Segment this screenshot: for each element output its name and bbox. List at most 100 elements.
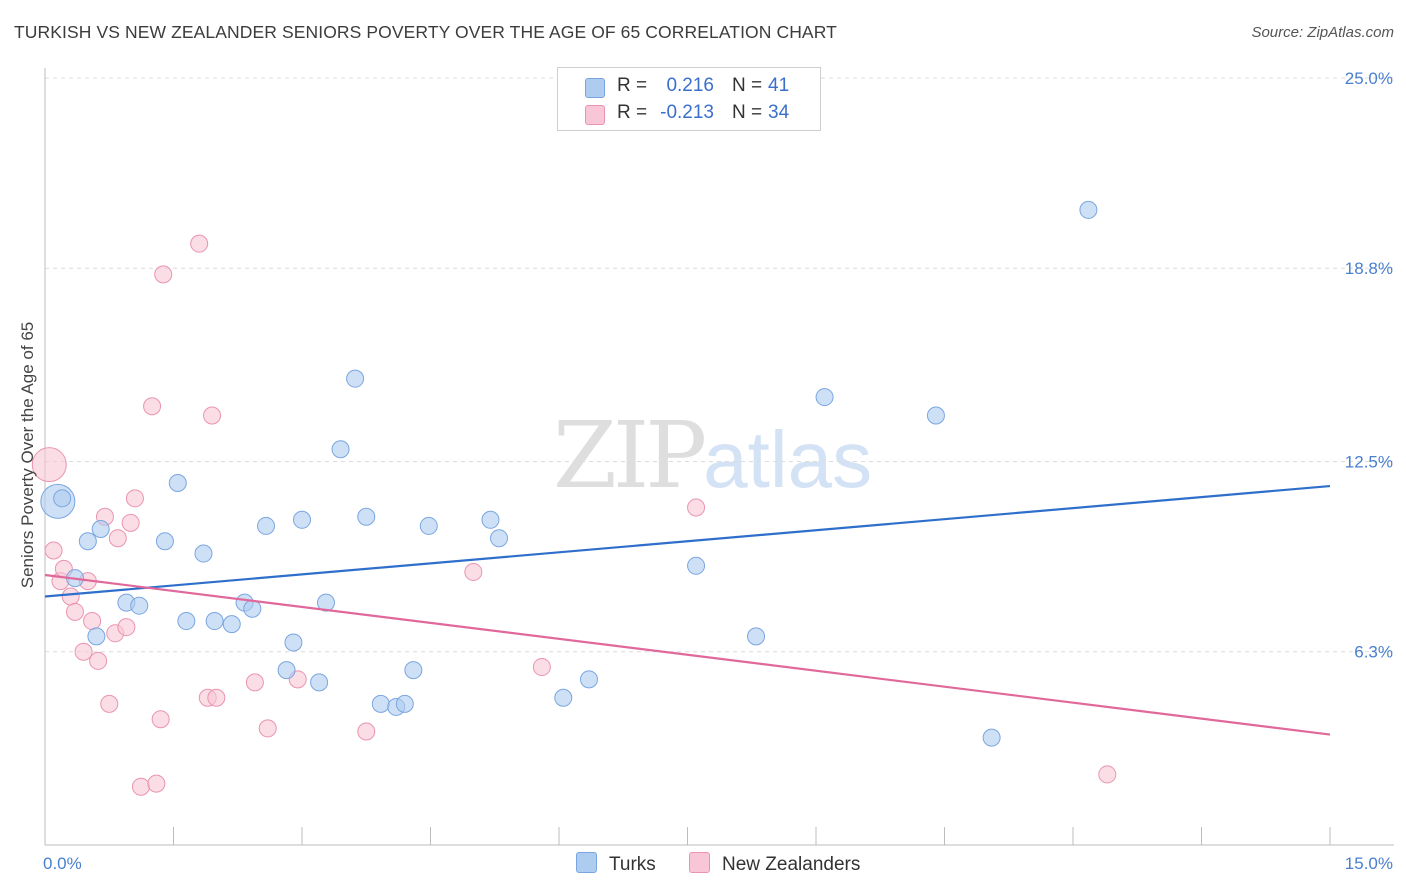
bottom-legend-swatch-nz xyxy=(689,852,710,873)
nz-point xyxy=(258,719,277,738)
turks-point xyxy=(91,519,110,538)
turks-point xyxy=(284,633,303,652)
turks-point xyxy=(155,532,174,551)
turks-point xyxy=(130,596,149,615)
turks-point xyxy=(982,728,1001,747)
axes xyxy=(44,68,1394,846)
legend-n-value: 34 xyxy=(768,102,790,123)
nz-point xyxy=(151,710,170,729)
turks-point xyxy=(257,516,276,535)
turks-point xyxy=(194,544,213,563)
nz-point xyxy=(190,234,209,253)
nz-point xyxy=(100,694,119,713)
nz-point xyxy=(143,397,162,416)
legend-row-turks: R = 0.216 N = 41 xyxy=(558,73,820,101)
nz-point xyxy=(131,777,150,796)
turks-point xyxy=(687,556,706,575)
legend-row-nz: R = -0.213 N = 34 xyxy=(558,100,820,128)
x-tick-label: 0.0% xyxy=(43,854,82,873)
turks-point xyxy=(316,593,335,612)
nz-point xyxy=(357,722,376,741)
legend-n-label: N = xyxy=(732,102,763,123)
nz-point xyxy=(154,265,173,284)
grid-lines xyxy=(45,77,1394,653)
turks-point xyxy=(222,615,241,634)
turks-point xyxy=(293,510,311,529)
watermark-atlas: atlas xyxy=(703,415,873,504)
turks-point xyxy=(310,673,329,692)
nz-point xyxy=(89,651,108,670)
legend-r-value: -0.213 xyxy=(660,102,714,123)
watermark-zip: ZIP xyxy=(553,402,707,509)
nz-point xyxy=(147,774,166,793)
bottom-legend-nz: New Zealanders xyxy=(689,852,860,876)
turks-point xyxy=(926,406,945,425)
legend-r-value: 0.216 xyxy=(666,75,714,96)
y-tick-label: 25.0% xyxy=(1345,69,1393,88)
turks-point xyxy=(277,661,296,680)
nz-point xyxy=(464,562,483,581)
nz-point xyxy=(65,602,84,621)
nz-point xyxy=(74,642,93,661)
turks-point xyxy=(579,670,598,689)
nz-point xyxy=(61,587,80,606)
y-tick-label: 12.5% xyxy=(1345,453,1393,472)
nz-point xyxy=(1098,765,1117,784)
turks-point xyxy=(404,661,423,680)
turks-point xyxy=(554,688,573,707)
turks-point xyxy=(490,529,509,548)
trend-lines xyxy=(44,484,1331,736)
turks-point xyxy=(395,694,414,713)
turks-point xyxy=(357,507,376,526)
correlation-legend: R = 0.216 N = 41 R = -0.213 N = 34 xyxy=(557,67,821,131)
nz-series-points xyxy=(31,234,1117,796)
nz-point xyxy=(207,688,226,707)
legend-n-value: 41 xyxy=(768,75,790,96)
tick-labels: 6.3% 12.5% 18.8% 25.0% 0.0% 15.0% xyxy=(43,69,1393,873)
nz-point xyxy=(125,489,144,508)
y-tick-label: 18.8% xyxy=(1345,259,1393,278)
bottom-legend-swatch-turks xyxy=(576,852,597,873)
source-credit: Source: ZipAtlas.com xyxy=(1251,24,1394,41)
nz-point xyxy=(203,406,222,425)
nz-point xyxy=(108,529,127,548)
legend-swatch-turks xyxy=(585,78,605,98)
turks-series-points xyxy=(40,200,1098,747)
bottom-legend-label-turks: Turks xyxy=(609,854,656,875)
turks-point xyxy=(747,627,766,646)
turks-point xyxy=(1079,200,1098,219)
turks-point xyxy=(243,599,262,618)
turks-point xyxy=(371,694,390,713)
bottom-legend-turks: Turks xyxy=(576,852,656,876)
nz-point xyxy=(117,618,136,637)
legend-r-label: R = xyxy=(617,75,648,96)
x-tick-label: 15.0% xyxy=(1345,854,1393,873)
turks-point xyxy=(815,388,834,407)
chart-title: TURKISH VS NEW ZEALANDER SENIORS POVERTY… xyxy=(14,22,837,42)
turks-point xyxy=(177,612,196,631)
turks-trend-line xyxy=(44,484,1331,598)
nz-point xyxy=(83,612,102,631)
bottom-legend-label-nz: New Zealanders xyxy=(722,854,861,875)
legend-n-label: N = xyxy=(732,75,763,96)
nz-point xyxy=(31,447,67,483)
nz-point xyxy=(532,658,551,677)
turks-point xyxy=(346,369,365,388)
turks-point xyxy=(419,516,438,535)
y-tick-label: 6.3% xyxy=(1354,643,1393,662)
legend-swatch-nz xyxy=(585,105,605,125)
turks-point xyxy=(78,532,97,551)
turks-point xyxy=(331,440,350,459)
nz-point xyxy=(44,541,63,560)
legend-r-label: R = xyxy=(617,102,648,123)
nz-point xyxy=(687,498,706,517)
watermark: ZIPatlas xyxy=(553,402,872,509)
turks-point xyxy=(53,489,72,508)
nz-point xyxy=(121,513,140,532)
turks-point xyxy=(168,473,187,492)
nz-trend-line xyxy=(44,573,1331,736)
turks-point xyxy=(205,612,224,631)
turks-point xyxy=(87,627,106,646)
nz-point xyxy=(245,673,264,692)
